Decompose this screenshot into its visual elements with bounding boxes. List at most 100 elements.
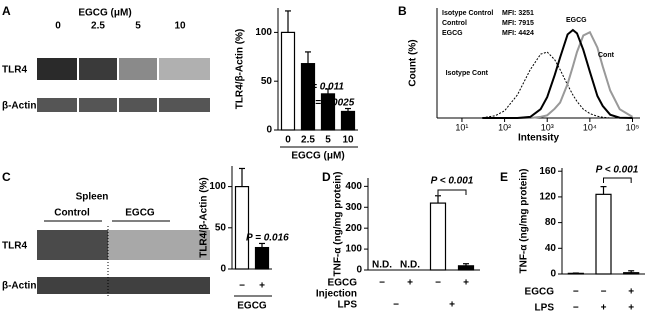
bar [457, 265, 475, 271]
x-axis-title: Intensity [518, 133, 560, 144]
panel-letter: C [2, 170, 11, 184]
bar [429, 202, 447, 271]
row-value: + [628, 303, 634, 314]
series-label: EGCG [566, 17, 587, 24]
x-tick-label: 10⁵ [626, 122, 640, 132]
series-label: Cont [598, 52, 615, 59]
group-label: EGCG [125, 208, 155, 219]
row-value: + [601, 303, 607, 314]
histogram-line [482, 30, 634, 119]
annotation: P = 0.0025 [306, 98, 355, 109]
value-label: N.D. [372, 260, 392, 271]
x-tick-label: 10² [498, 122, 511, 132]
y-axis-title: Count (%) [408, 39, 419, 86]
legend-text: Isotype Control [442, 10, 493, 17]
group-label: Control [54, 208, 90, 219]
y-tick-label: 50 [261, 76, 273, 87]
row-label: TLR4 [2, 241, 27, 252]
y-tick-label: 120 [539, 192, 556, 203]
legend-text: EGCG [442, 30, 463, 37]
y-tick-label: 0 [266, 125, 272, 136]
band [37, 230, 108, 260]
y-tick-label: 160 [539, 166, 556, 177]
row-label: β-Actin [2, 281, 36, 292]
bar [623, 272, 640, 275]
histogram-line [482, 28, 633, 119]
y-tick-label: 0 [220, 264, 226, 275]
bar [595, 193, 612, 275]
row-value: − [393, 300, 399, 311]
annotation: P = 0.016 [246, 233, 289, 244]
row-value: − [435, 278, 441, 289]
bar [234, 186, 250, 270]
x-tick-label: + [259, 281, 265, 292]
y-tick-label: 300 [345, 202, 362, 213]
panel-letter: A [2, 4, 11, 18]
y-tick-label: 40 [545, 243, 557, 254]
x-tick-label: 10⁴ [583, 122, 597, 132]
bar [340, 110, 356, 131]
y-axis-title: TLR4/β-Actin (%) [235, 29, 246, 110]
blot-title: Spleen [76, 192, 109, 203]
y-tick-label: 0 [550, 269, 556, 280]
x-axis-title: EGCG [237, 301, 267, 312]
x-tick-label: 5 [325, 135, 331, 146]
row-label: LPS [535, 303, 555, 314]
row-label: LPS [338, 300, 358, 311]
row-label: TLR4 [2, 65, 27, 76]
legend-text: MFI: 3251 [502, 10, 534, 17]
bracket [437, 189, 467, 195]
blot-title: EGCG (μM) [78, 8, 131, 19]
y-axis-title: TLR4/β-Actin (%) [199, 177, 210, 258]
row-label: EGCG [328, 278, 358, 289]
row-label: EGCG [525, 287, 555, 298]
x-axis-title: EGCG (μM) [291, 151, 344, 162]
series-label: Isotype Cont [446, 70, 489, 77]
blot-a: EGCG (μM) 0 2.5 5 10 TLR4 β-Actin [2, 8, 210, 114]
panel-letter: D [322, 170, 331, 184]
x-tick-label: − [239, 281, 245, 292]
row-value: + [628, 287, 634, 298]
y-axis-title: TNF-α (ng/mg protein) [519, 168, 530, 273]
y-axis-title: TNF-α (ng/mg protein) [333, 171, 344, 276]
y-tick-label: 0 [356, 265, 362, 276]
row-value: + [463, 278, 469, 289]
y-tick-label: 100 [255, 27, 272, 38]
band [78, 58, 118, 80]
legend-text: Control [442, 20, 467, 27]
lane-label: 10 [174, 21, 186, 32]
row-label: β-Actin [2, 101, 36, 112]
x-tick-label: 10¹ [455, 122, 468, 132]
lane-label: 5 [135, 21, 141, 32]
band [158, 58, 210, 80]
band [37, 98, 210, 112]
lane-label: 0 [55, 21, 61, 32]
histogram-line [482, 51, 633, 119]
x-tick-label: 10³ [541, 122, 554, 132]
row-value: + [407, 278, 413, 289]
row-value: − [601, 287, 607, 298]
row-value: − [379, 278, 385, 289]
x-tick-label: 2.5 [301, 135, 315, 146]
bar [254, 246, 270, 270]
bar [280, 31, 296, 131]
legend-text: MFI: 4424 [502, 30, 534, 37]
band [37, 58, 78, 80]
bracket [603, 177, 632, 183]
panel-letter: E [500, 170, 508, 184]
row-value: − [573, 287, 579, 298]
annotation: P < 0.001 [596, 165, 639, 176]
value-label: N.D. [400, 260, 420, 271]
x-tick-label: 10 [342, 135, 354, 146]
y-tick-label: 100 [345, 244, 362, 255]
blot-c: Spleen Control EGCG TLR4 β-Actin [2, 192, 210, 298]
row-note: Injection [316, 289, 357, 300]
lane-label: 2.5 [91, 21, 105, 32]
y-tick-label: 200 [345, 223, 362, 234]
band [118, 58, 158, 80]
x-tick-label: 0 [285, 135, 291, 146]
band [108, 230, 210, 260]
y-tick-label: 100 [209, 181, 226, 192]
row-value: − [573, 303, 579, 314]
